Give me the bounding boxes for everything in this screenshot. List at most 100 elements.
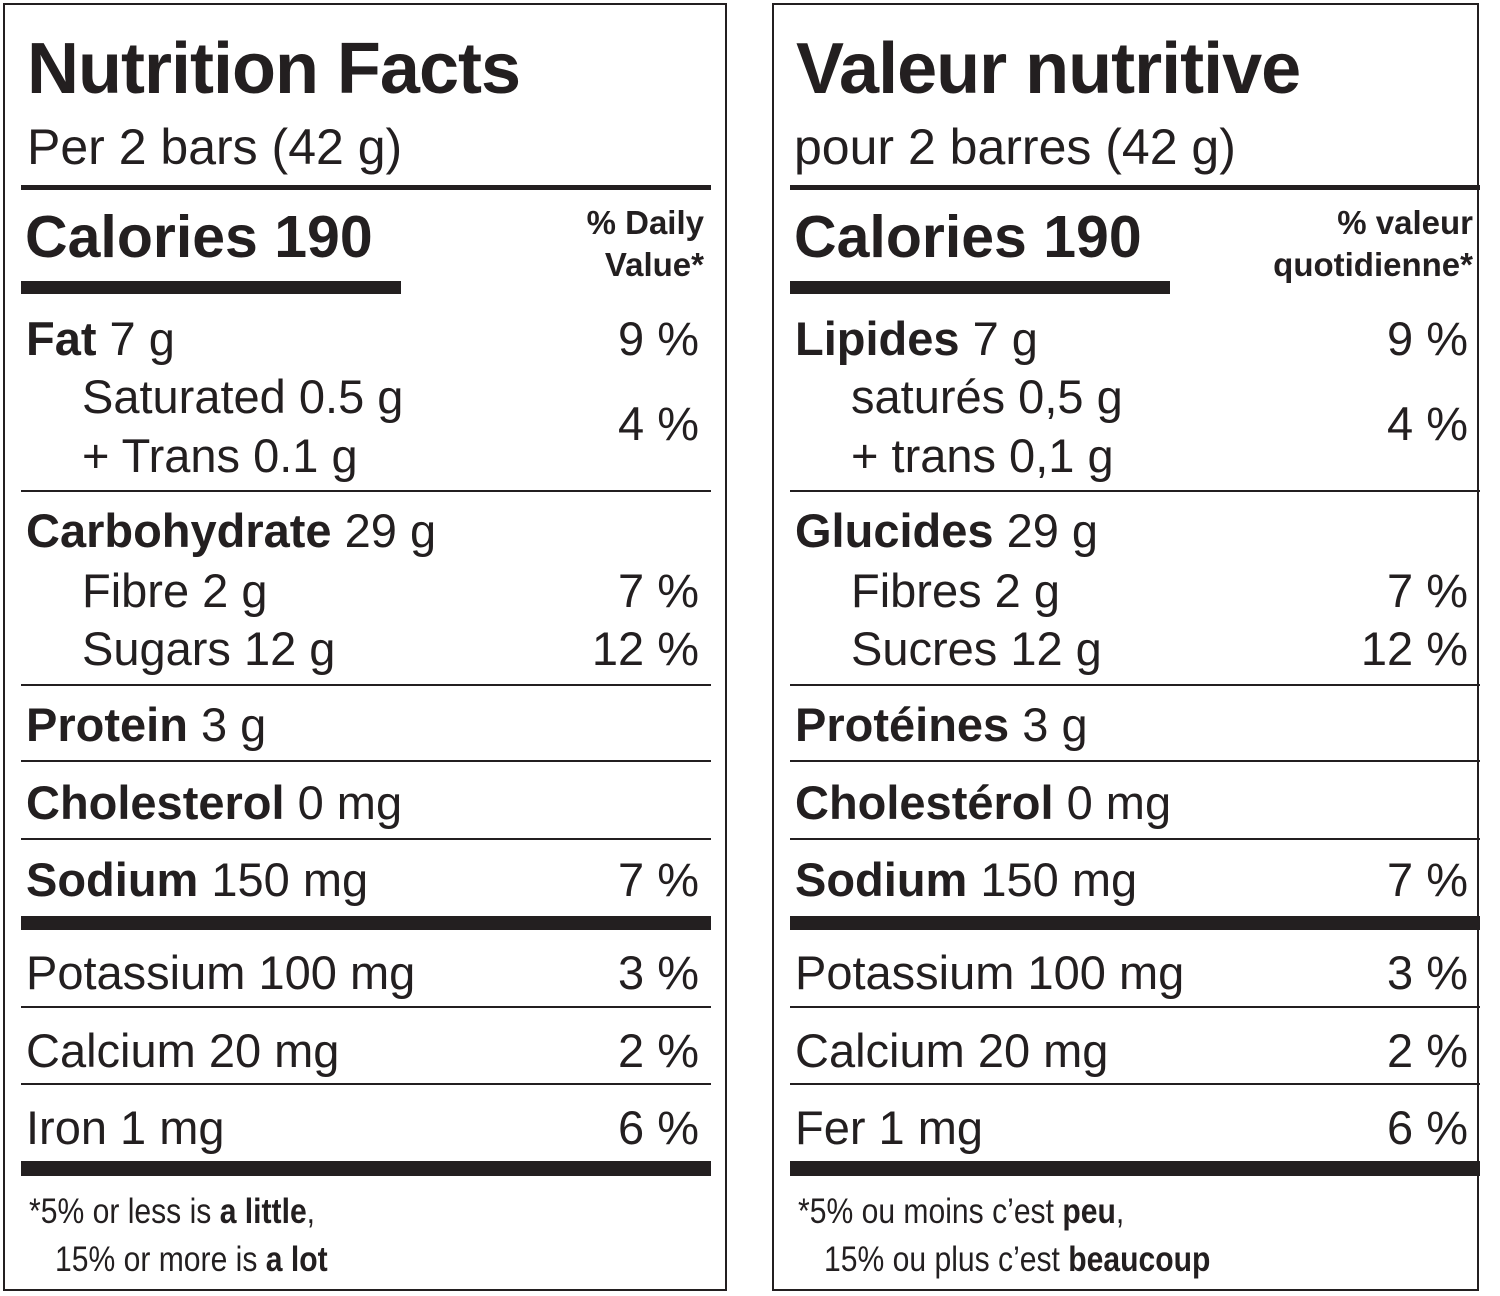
divider-thin	[790, 838, 1480, 840]
protein-label: Protéines	[795, 698, 1010, 751]
fat-amount: 7 g	[96, 312, 175, 365]
sodium-row: Sodium 150 mg	[795, 856, 1137, 903]
fat-label: Lipides	[795, 312, 960, 365]
iron-row: Iron 1 mg	[26, 1101, 225, 1154]
footnote-line2: 15% or more is a lot	[55, 1242, 328, 1277]
divider-thin	[21, 1083, 711, 1085]
divider-thin	[21, 684, 711, 686]
sugars-row: Sucres 12 g	[851, 622, 1102, 675]
footnote-text: *5% ou moins c’est	[798, 1192, 1063, 1231]
cholesterol-label: Cholestérol	[795, 776, 1054, 829]
calcium-row: Calcium 20 mg	[795, 1024, 1109, 1077]
nutrition-facts-panel-en: Nutrition Facts Per 2 bars (42 g) Calori…	[3, 3, 727, 1291]
cholesterol-amount: 0 mg	[1053, 776, 1172, 829]
daily-value-header-line2: Value*	[604, 246, 704, 283]
divider-thin	[21, 490, 711, 492]
calories-underline	[21, 281, 401, 294]
protein-label: Protein	[26, 698, 188, 751]
fat-dv: 9 %	[1387, 312, 1468, 365]
divider-thin	[790, 490, 1480, 492]
cholesterol-label: Cholesterol	[26, 776, 285, 829]
iron-dv: 6 %	[1387, 1101, 1468, 1154]
calcium-row: Calcium 20 mg	[26, 1024, 340, 1077]
serving-size: Per 2 bars (42 g)	[27, 119, 403, 175]
carbohydrate-amount: 29 g	[331, 504, 437, 557]
divider-thin	[21, 760, 711, 762]
iron-dv: 6 %	[618, 1101, 699, 1154]
potassium-row: Potassium 100 mg	[26, 946, 416, 999]
divider-thin	[790, 1083, 1480, 1085]
potassium-dv: 3 %	[618, 946, 699, 999]
divider-thick	[790, 916, 1480, 930]
sat-trans-dv: 4 %	[618, 397, 699, 450]
divider-thin	[790, 684, 1480, 686]
carbohydrate-amount: 29 g	[993, 504, 1099, 557]
calcium-dv: 2 %	[1387, 1024, 1468, 1077]
footnote-text: ,	[1115, 1192, 1125, 1231]
potassium-row: Potassium 100 mg	[795, 946, 1185, 999]
sodium-label: Sodium	[795, 853, 968, 906]
fibre-row: Fibre 2 g	[82, 564, 268, 617]
potassium-dv: 3 %	[1387, 946, 1468, 999]
divider-thick	[21, 1161, 711, 1176]
divider-thick	[21, 916, 711, 930]
divider-thin	[790, 1006, 1480, 1008]
footnote-bold: beaucoup	[1068, 1240, 1211, 1279]
cholesterol-row: Cholestérol 0 mg	[795, 779, 1171, 826]
daily-value-header-line1: % valeur	[1337, 204, 1473, 241]
iron-row: Fer 1 mg	[795, 1101, 984, 1154]
daily-value-header: % Daily Value*	[587, 202, 704, 286]
footnote-text: 15% or more is	[55, 1240, 266, 1279]
protein-row: Protéines 3 g	[795, 701, 1088, 748]
calories-label: Calories 190	[794, 204, 1142, 270]
divider-thin	[21, 1006, 711, 1008]
sodium-label: Sodium	[26, 853, 199, 906]
sodium-amount: 150 mg	[198, 853, 369, 906]
footnote-bold: a little	[219, 1192, 307, 1231]
calcium-dv: 2 %	[618, 1024, 699, 1077]
trans-row: + trans 0,1 g	[851, 429, 1114, 482]
footnote-bold: peu	[1062, 1192, 1116, 1231]
protein-amount: 3 g	[1009, 698, 1088, 751]
fat-label: Fat	[26, 312, 97, 365]
nutrition-facts-panel-fr: Valeur nutritive pour 2 barres (42 g) Ca…	[772, 3, 1480, 1291]
fat-row: Fat 7 g	[26, 315, 175, 362]
fat-dv: 9 %	[618, 312, 699, 365]
sugars-row: Sugars 12 g	[82, 622, 336, 675]
fat-amount: 7 g	[959, 312, 1038, 365]
sodium-dv: 7 %	[1387, 853, 1468, 906]
footnote-line2: 15% ou plus c’est beaucoup	[824, 1242, 1210, 1277]
footnote-text: *5% or less is	[29, 1192, 220, 1231]
sat-trans-dv: 4 %	[1387, 397, 1468, 450]
calories-label: Calories 190	[25, 204, 373, 270]
divider-thin	[21, 838, 711, 840]
divider-thin	[790, 760, 1480, 762]
cholesterol-amount: 0 mg	[284, 776, 403, 829]
protein-amount: 3 g	[187, 698, 267, 751]
fat-row: Lipides 7 g	[795, 315, 1038, 362]
fibre-dv: 7 %	[1387, 564, 1468, 617]
fibre-row: Fibres 2 g	[851, 564, 1060, 617]
sugars-dv: 12 %	[1360, 622, 1468, 675]
cholesterol-row: Cholesterol 0 mg	[26, 779, 402, 826]
footnote-text: ,	[306, 1192, 316, 1231]
carbohydrate-label: Carbohydrate	[26, 504, 332, 557]
saturated-row: saturés 0,5 g	[851, 370, 1123, 423]
daily-value-header-line1: % Daily	[586, 204, 704, 241]
carbohydrate-row: Glucides 29 g	[795, 507, 1098, 554]
calories-underline	[790, 281, 1170, 294]
serving-size: pour 2 barres (42 g)	[794, 119, 1236, 175]
daily-value-header-line2: quotidienne*	[1273, 246, 1473, 283]
sugars-dv: 12 %	[591, 622, 699, 675]
divider-thick	[790, 1161, 1480, 1176]
protein-row: Protein 3 g	[26, 701, 266, 748]
fibre-dv: 7 %	[618, 564, 699, 617]
panel-title: Valeur nutritive	[796, 29, 1301, 109]
sodium-dv: 7 %	[618, 853, 699, 906]
divider-thick	[21, 185, 711, 190]
divider-thick	[790, 185, 1480, 190]
trans-row: + Trans 0.1 g	[82, 429, 358, 482]
sodium-row: Sodium 150 mg	[26, 856, 368, 903]
footnote-bold: a lot	[265, 1240, 328, 1279]
carbohydrate-row: Carbohydrate 29 g	[26, 507, 436, 554]
